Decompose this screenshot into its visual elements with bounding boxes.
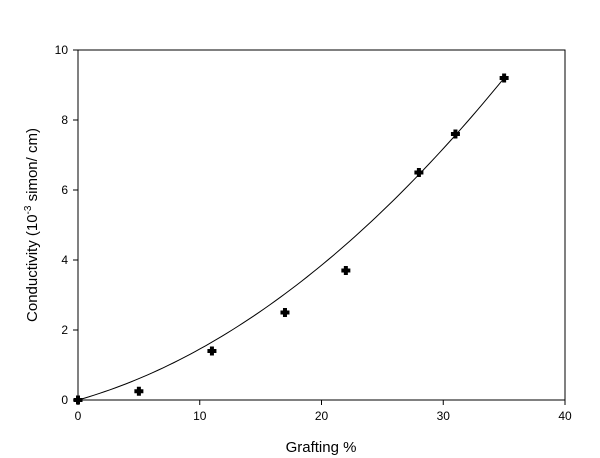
data-point [341, 266, 351, 275]
y-tick-label: 10 [55, 43, 69, 57]
x-tick-label: 10 [193, 409, 207, 423]
x-tick-label: 30 [437, 409, 451, 423]
data-point [450, 129, 460, 139]
x-tick-label: 0 [75, 409, 82, 423]
x-axis-title: Grafting % [286, 439, 357, 456]
y-tick-label: 2 [61, 323, 68, 337]
y-tick-label: 8 [61, 113, 68, 127]
data-points [73, 73, 509, 405]
y-axis-title: Conductivity (10-3 simon/ cm) [23, 128, 41, 322]
data-point [414, 168, 424, 177]
y-tick-label: 0 [61, 393, 68, 407]
plot-frame [77, 49, 566, 401]
x-tick-label: 20 [315, 409, 329, 423]
fit-curve [77, 77, 505, 401]
data-point [73, 395, 83, 405]
x-axis-ticks: 0 10 20 30 40 [75, 400, 572, 423]
y-axis-title-main: Conductivity (10 [24, 214, 41, 322]
y-tick-label: 4 [61, 253, 68, 267]
data-point [499, 73, 509, 83]
x-tick-label: 40 [558, 409, 572, 423]
data-point [280, 308, 290, 317]
data-point [207, 346, 217, 356]
data-point [134, 386, 144, 396]
y-axis-ticks: 0 2 4 6 8 10 [55, 43, 78, 407]
y-axis-title-exponent: -3 [23, 205, 34, 214]
y-axis-title-unit: simon/ cm) [24, 128, 41, 206]
y-tick-label: 6 [61, 183, 68, 197]
